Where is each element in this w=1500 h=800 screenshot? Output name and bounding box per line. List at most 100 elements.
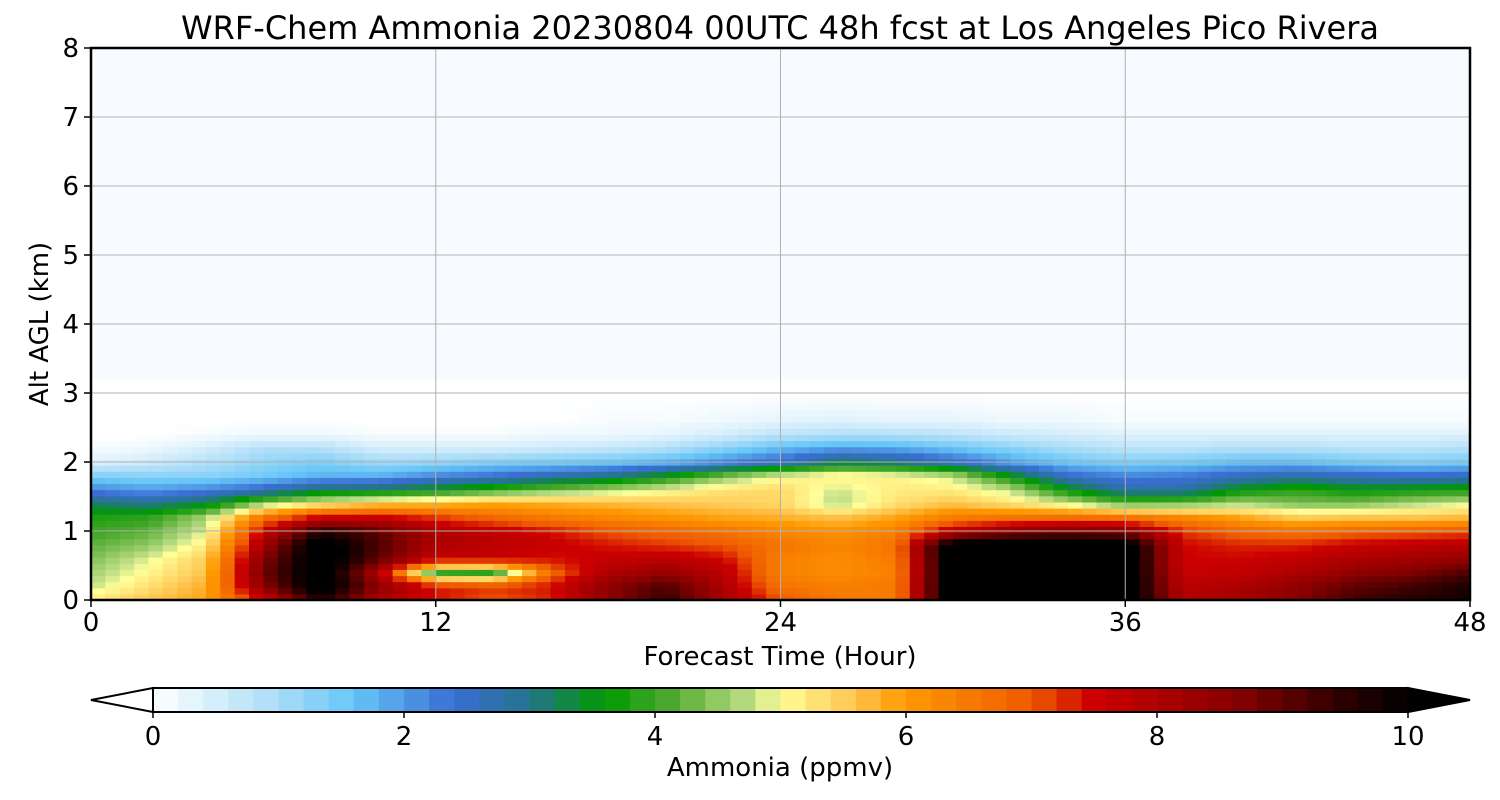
- contour-cell: [220, 550, 236, 558]
- contour-cell: [1268, 403, 1284, 411]
- contour-cell: [665, 557, 681, 564]
- contour-cell: [1110, 434, 1126, 442]
- contour-cell: [249, 538, 264, 546]
- contour-cell: [177, 569, 193, 577]
- contour-cell: [909, 514, 925, 521]
- contour-cell: [881, 452, 897, 460]
- contour-cell: [1441, 532, 1457, 540]
- contour-cell: [981, 526, 997, 534]
- contour-cell: [464, 563, 480, 570]
- contour-cell: [435, 409, 451, 417]
- contour-cell: [220, 587, 236, 595]
- contour-cell: [335, 587, 351, 595]
- contour-cell: [119, 446, 135, 454]
- contour-cell: [205, 422, 221, 429]
- contour-cell: [1110, 385, 1126, 393]
- contour-cell: [263, 520, 279, 527]
- contour-cell: [737, 403, 753, 411]
- contour-cell: [766, 587, 782, 595]
- contour-cell: [622, 379, 638, 386]
- contour-cell: [1441, 501, 1457, 509]
- contour-cell: [924, 483, 940, 491]
- contour-cell: [1240, 550, 1256, 558]
- contour-cell: [1254, 508, 1270, 515]
- contour-cell: [1326, 440, 1342, 448]
- contour-cell: [737, 397, 753, 405]
- contour-cell: [1024, 489, 1040, 497]
- contour-cell: [751, 520, 767, 527]
- contour-cell: [177, 550, 193, 558]
- contour-cell: [723, 471, 738, 478]
- contour-cell: [780, 483, 796, 491]
- contour-cell: [1383, 471, 1399, 478]
- contour-cell: [1297, 557, 1313, 564]
- contour-cell: [249, 403, 264, 411]
- contour-cell: [392, 514, 408, 521]
- contour-cell: [1311, 575, 1327, 583]
- contour-cell: [1412, 508, 1428, 515]
- contour-cell: [1326, 397, 1342, 405]
- contour-cell: [1340, 563, 1356, 570]
- colorbar-swatch: [203, 688, 229, 712]
- contour-cell: [1426, 520, 1442, 527]
- contour-cell: [1139, 514, 1155, 521]
- contour-cell: [277, 501, 293, 509]
- contour-cell: [363, 422, 379, 429]
- contour-cell: [464, 581, 480, 589]
- contour-cell: [550, 508, 566, 515]
- contour-cell: [119, 428, 135, 435]
- contour-cell: [1326, 465, 1342, 472]
- contour-cell: [205, 483, 221, 491]
- contour-cell: [866, 508, 882, 515]
- contour-cell: [694, 397, 710, 405]
- contour-cell: [421, 520, 437, 527]
- contour-cell: [622, 440, 638, 448]
- contour-cell: [622, 501, 638, 509]
- contour-cell: [105, 446, 121, 454]
- contour-cell: [1369, 409, 1385, 417]
- contour-cell: [608, 557, 624, 564]
- contour-cell: [837, 520, 853, 527]
- contour-cell: [91, 526, 106, 534]
- contour-cell: [1326, 508, 1342, 515]
- contour-cell: [766, 514, 782, 521]
- contour-cell: [507, 495, 523, 503]
- contour-cell: [837, 477, 853, 485]
- contour-cell: [1082, 422, 1098, 429]
- contour-cell: [1110, 379, 1126, 386]
- contour-cell: [593, 520, 609, 527]
- contour-cell: [134, 391, 150, 399]
- contour-cell: [536, 495, 552, 503]
- contour-cell: [363, 416, 379, 423]
- contour-cell: [162, 477, 178, 485]
- contour-cell: [493, 422, 509, 429]
- contour-cell: [234, 532, 250, 540]
- contour-cell: [938, 409, 954, 417]
- contour-cell: [507, 471, 523, 478]
- contour-cell: [464, 477, 480, 485]
- contour-cell: [320, 385, 336, 393]
- contour-cell: [407, 440, 422, 448]
- contour-cell: [162, 587, 178, 595]
- contour-cell: [1067, 508, 1083, 515]
- contour-cell: [1168, 477, 1184, 485]
- contour-cell: [1412, 550, 1428, 558]
- contour-cell: [292, 526, 308, 534]
- contour-cell: [679, 526, 695, 534]
- contour-cell: [1283, 465, 1299, 472]
- contour-cell: [507, 575, 523, 583]
- contour-cell: [162, 520, 178, 527]
- contour-cell: [708, 422, 724, 429]
- contour-cell: [306, 428, 322, 435]
- contour-cell: [1197, 452, 1213, 460]
- contour-cell: [249, 550, 264, 558]
- contour-cell: [952, 532, 968, 540]
- contour-cell: [995, 452, 1011, 460]
- contour-cell: [1211, 538, 1227, 546]
- contour-cell: [909, 465, 925, 472]
- contour-cell: [651, 440, 667, 448]
- contour-cell: [1153, 581, 1169, 589]
- contour-cell: [1125, 434, 1141, 442]
- contour-cell: [622, 397, 638, 405]
- contour-cell: [809, 575, 825, 583]
